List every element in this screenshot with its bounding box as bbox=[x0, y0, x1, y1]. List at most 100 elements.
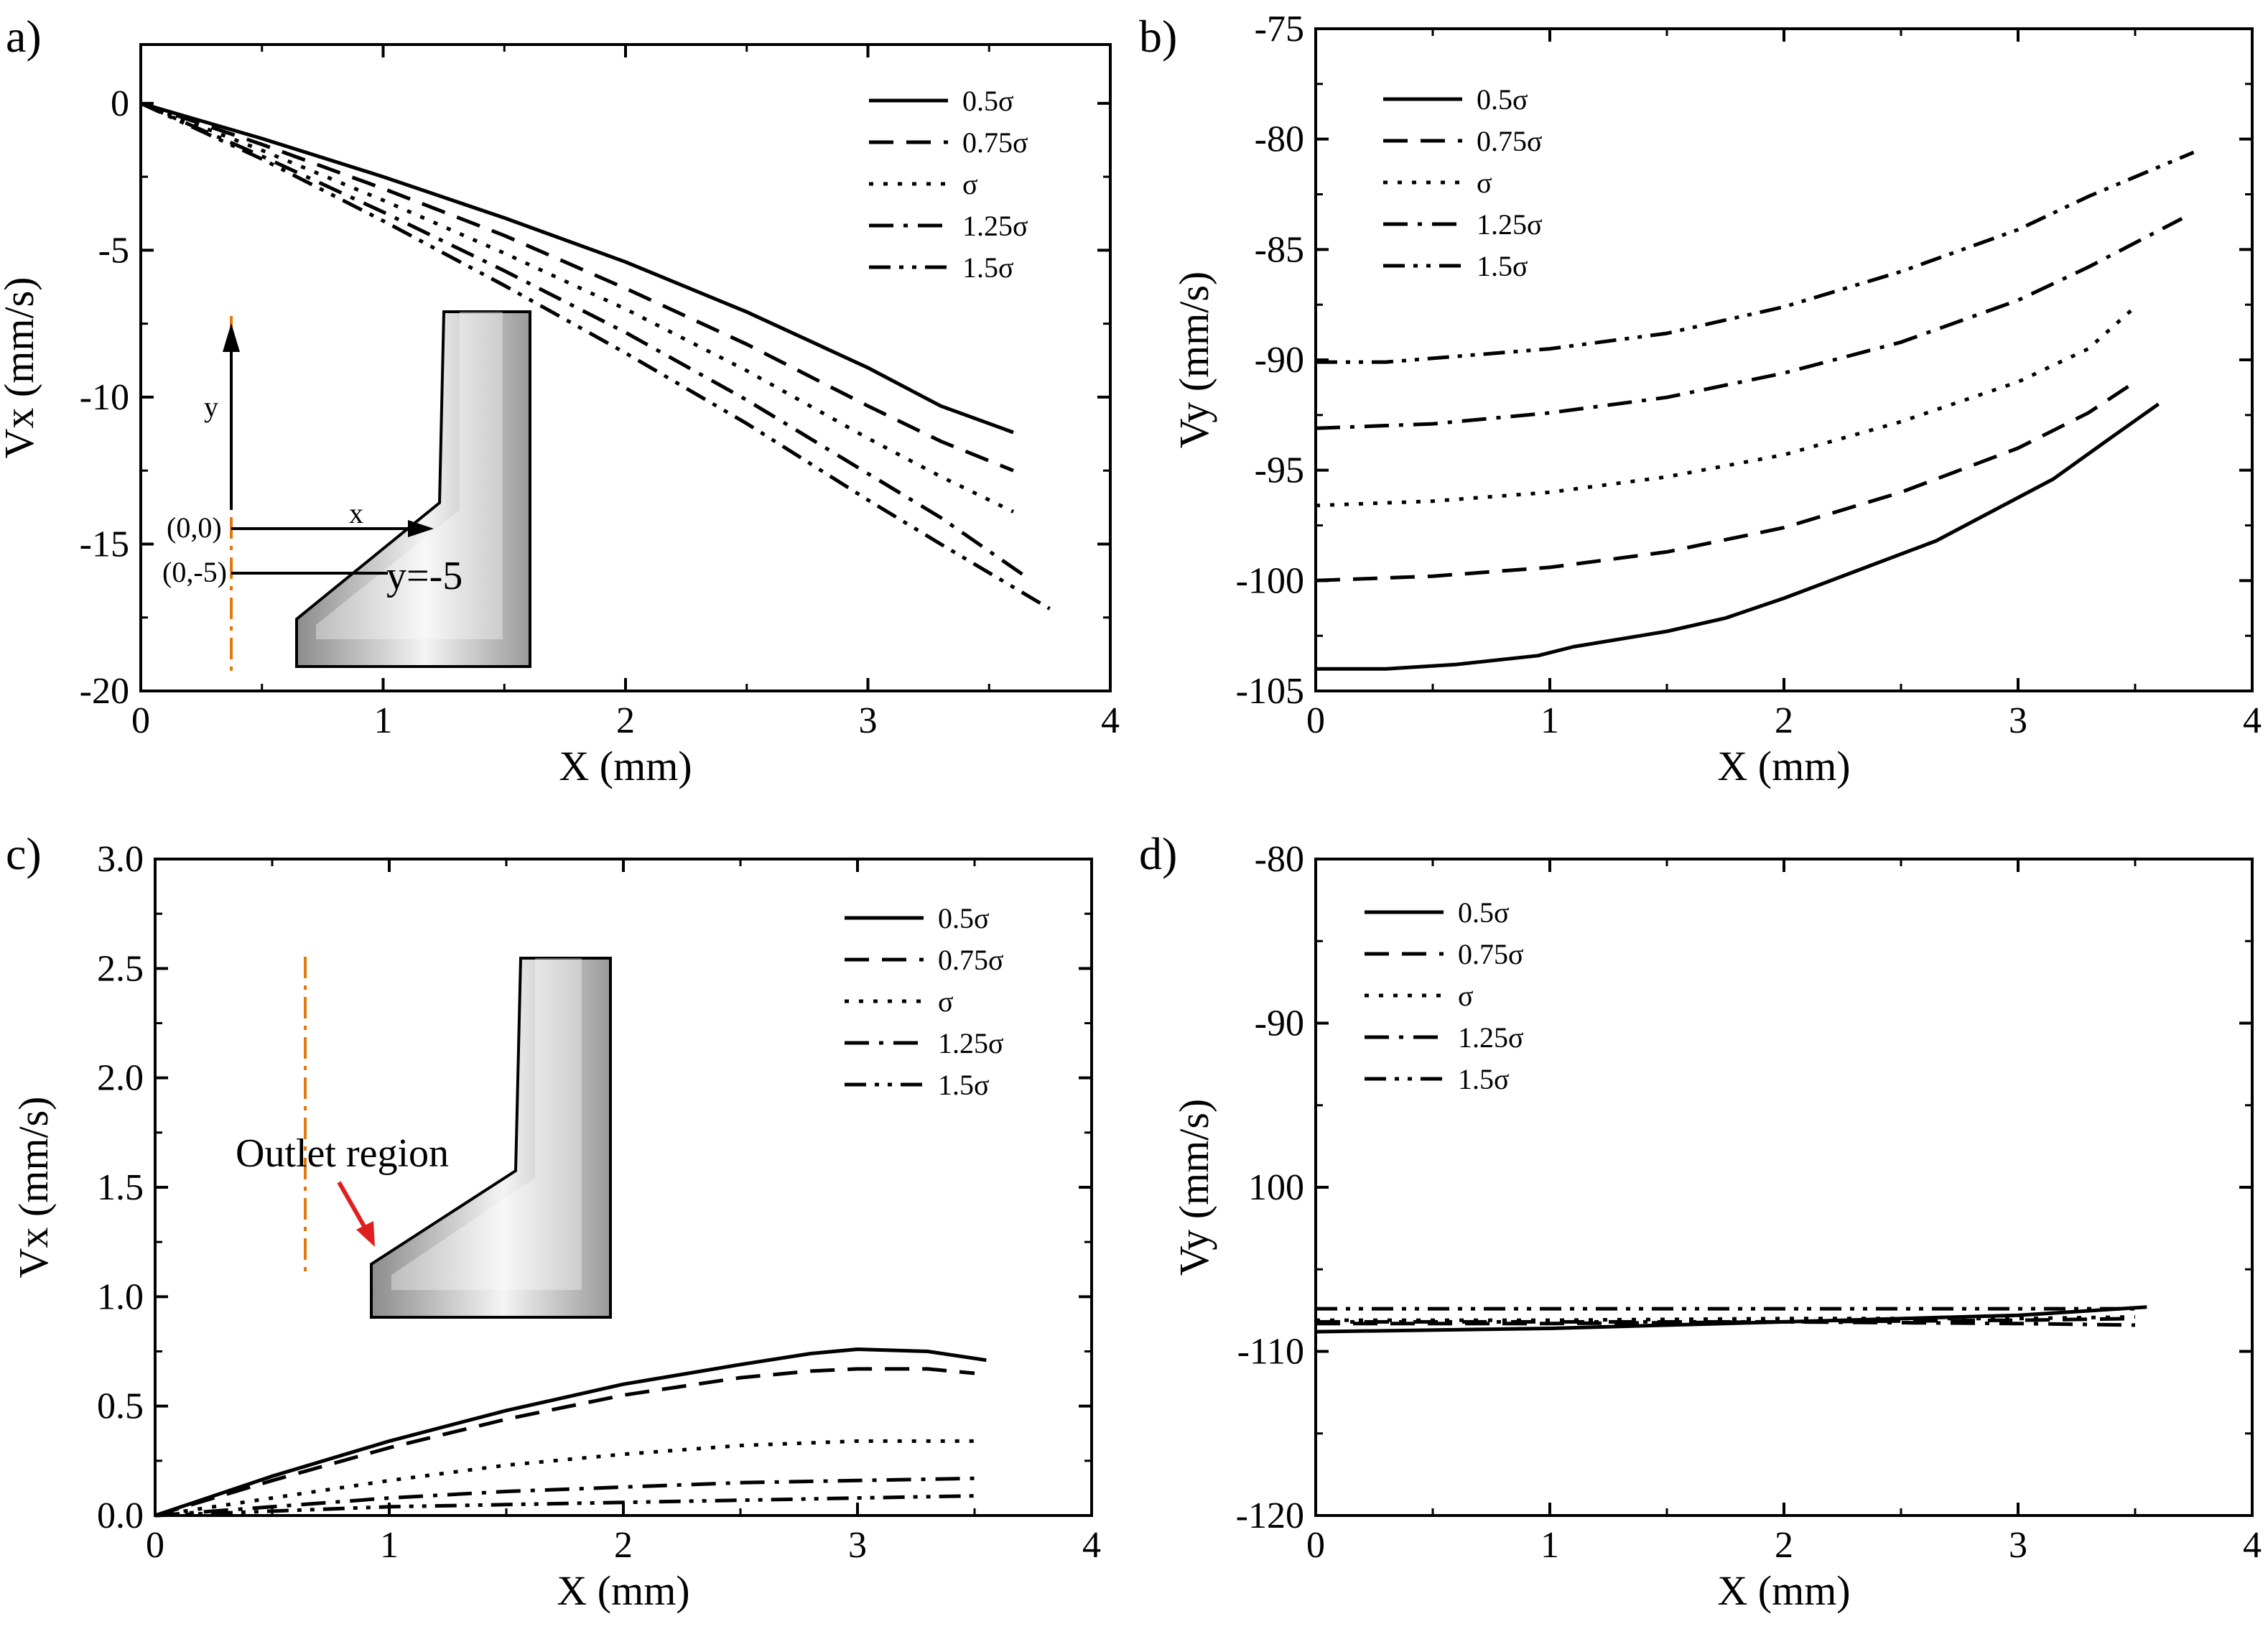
legend-label: 0.75σ bbox=[1477, 125, 1543, 157]
y-tick-label: -90 bbox=[1255, 340, 1304, 381]
nozzle-inset-a: y x (0,0) (0,-5) y=-5 bbox=[162, 310, 531, 675]
y-tick-label: 3.0 bbox=[97, 839, 144, 880]
y-tick-label: -80 bbox=[1255, 119, 1304, 160]
x-tick-label: 3 bbox=[2009, 700, 2027, 741]
series-line-dashdot bbox=[1316, 1319, 2136, 1327]
nozzle-inner-shade bbox=[391, 958, 582, 1290]
y-tick-label: -85 bbox=[1255, 229, 1304, 270]
nozzle-inner-shade bbox=[316, 312, 503, 639]
y-axis-title: Vy (mm/s) bbox=[1171, 272, 1217, 449]
outlet-arrow-head bbox=[356, 1221, 375, 1247]
nozzle-inset-c: Outlet region bbox=[236, 957, 612, 1319]
y-tick-label: 0 bbox=[111, 83, 129, 124]
inset-line-label: y=-5 bbox=[386, 554, 463, 598]
x-arrow-head bbox=[408, 520, 434, 537]
inset-point-label: (0,-5) bbox=[162, 556, 227, 588]
y-tick-label: -90 bbox=[1255, 1003, 1304, 1044]
y-axis-title: Vx (mm/s) bbox=[10, 1097, 57, 1278]
outlet-arrow bbox=[337, 1181, 370, 1234]
series-line-solid bbox=[1316, 402, 2160, 671]
y-tick-label: -75 bbox=[1255, 9, 1304, 50]
x-tick-label: 1 bbox=[1540, 700, 1559, 741]
legend-label: 1.5σ bbox=[1458, 1063, 1510, 1095]
series-line-dash bbox=[140, 101, 1014, 473]
x-tick-label: 3 bbox=[2009, 1525, 2027, 1566]
legend-label: σ bbox=[938, 985, 954, 1018]
legend-label: 0.5σ bbox=[962, 85, 1014, 117]
legend-label: 1.25σ bbox=[938, 1027, 1004, 1059]
inset-x-label: x bbox=[349, 497, 363, 529]
y-tick-label: -15 bbox=[80, 524, 129, 565]
y-tick-label: 1.0 bbox=[97, 1276, 144, 1317]
x-axis-title: X (mm) bbox=[559, 743, 692, 789]
series-line-dashdotdot bbox=[1316, 150, 2195, 364]
series-line-dashdotdot bbox=[154, 1494, 975, 1518]
series-line-solid bbox=[140, 101, 1014, 435]
y-tick-label: 1.5 bbox=[97, 1167, 144, 1208]
legend-label: σ bbox=[1477, 167, 1492, 199]
legend-label: 1.5σ bbox=[962, 251, 1014, 284]
legend-label: 0.5σ bbox=[1477, 83, 1528, 116]
series-line-dashdot bbox=[139, 101, 1027, 578]
x-tick-label: 1 bbox=[374, 700, 393, 741]
y-tick-label: 2.0 bbox=[97, 1058, 144, 1099]
chart-panel-b: 0 1 2 3 4 -75 -80 -85 -90 -95 -100 -105 X (mm) Vy (mm… bbox=[1139, 9, 2262, 789]
legend-label: 1.25σ bbox=[1458, 1021, 1524, 1054]
x-tick-label: 2 bbox=[1775, 1525, 1793, 1566]
series-line-dot bbox=[140, 101, 1015, 514]
legend-label: 0.75σ bbox=[1458, 938, 1524, 970]
series-line-solid bbox=[154, 1347, 987, 1518]
inset-y-label: y bbox=[204, 391, 218, 423]
y-tick-label: -105 bbox=[1236, 671, 1304, 712]
legend-label: 0.75σ bbox=[962, 126, 1028, 159]
y-axis-title: Vx (mm/s) bbox=[0, 277, 42, 459]
inset-origin-label: (0,0) bbox=[167, 511, 222, 544]
legend-label: 1.25σ bbox=[1477, 208, 1543, 241]
x-tick-label: 0 bbox=[1306, 700, 1325, 741]
plot-frame bbox=[1314, 27, 2254, 692]
series-line-dash bbox=[154, 1367, 975, 1518]
y-tick-label: -110 bbox=[1237, 1332, 1304, 1373]
x-tick-label: 2 bbox=[1775, 700, 1793, 741]
y-tick-label: -80 bbox=[1255, 839, 1304, 880]
legend-label: 0.5σ bbox=[938, 902, 990, 934]
plot-frame bbox=[1314, 858, 2254, 1517]
y-tick-label: -120 bbox=[1236, 1495, 1304, 1536]
x-tick-label: 4 bbox=[1101, 700, 1120, 741]
panel-label: b) bbox=[1139, 11, 1177, 62]
series-line-dashdot bbox=[154, 1476, 975, 1518]
y-tick-label: -20 bbox=[80, 671, 129, 712]
y-tick-label: -10 bbox=[80, 377, 129, 418]
legend-label: 1.5σ bbox=[1477, 250, 1528, 282]
x-tick-label: 4 bbox=[2243, 1525, 2262, 1566]
x-tick-label: 1 bbox=[1540, 1525, 1559, 1566]
series-line-dot bbox=[1315, 305, 2137, 508]
chart-panel-d: 0 1 2 3 4 -80 -90 100 -110 -120 X (mm) Vy (mm/s) d) 0… bbox=[1139, 828, 2262, 1614]
y-axis-title: Vy (mm/s) bbox=[1171, 1099, 1217, 1276]
y-arrow-head bbox=[223, 323, 240, 352]
series-line-dash bbox=[1315, 380, 2137, 583]
y-tick-label: 100 bbox=[1248, 1167, 1304, 1208]
legend-label: 0.75σ bbox=[938, 944, 1004, 976]
x-tick-label: 4 bbox=[2243, 700, 2262, 741]
x-tick-label: 3 bbox=[859, 700, 878, 741]
y-tick-label: 2.5 bbox=[97, 948, 144, 989]
series-line-dashdotdot bbox=[139, 101, 1051, 611]
x-tick-label: 1 bbox=[380, 1525, 399, 1566]
legend-label: 0.5σ bbox=[1458, 896, 1510, 929]
nozzle-outline bbox=[370, 957, 612, 1319]
chart-panel-c: 0 1 2 3 4 0.0 0.5 1.0 1.5 2.0 2.5 3.0 X (mm) Vx (mm/s… bbox=[6, 828, 1101, 1614]
panel-label: a) bbox=[6, 11, 42, 62]
x-tick-label: 2 bbox=[614, 1525, 633, 1566]
x-axis-title: X (mm) bbox=[1717, 743, 1850, 789]
panel-label: d) bbox=[1139, 828, 1177, 879]
y-tick-label: -5 bbox=[98, 230, 129, 271]
y-tick-label: 0.0 bbox=[97, 1495, 144, 1536]
legend-label: 1.5σ bbox=[938, 1069, 990, 1101]
outlet-region-label: Outlet region bbox=[236, 1131, 449, 1176]
nozzle-outline bbox=[295, 310, 531, 668]
y-tick-label: 0.5 bbox=[97, 1386, 144, 1427]
chart-panel-a: 0 1 2 3 4 0 -5 -10 -15 -20 X (mm) Vx (mm/s) a) 0.5σ 0.… bbox=[0, 11, 1120, 789]
x-axis-title: X (mm) bbox=[1717, 1567, 1850, 1614]
